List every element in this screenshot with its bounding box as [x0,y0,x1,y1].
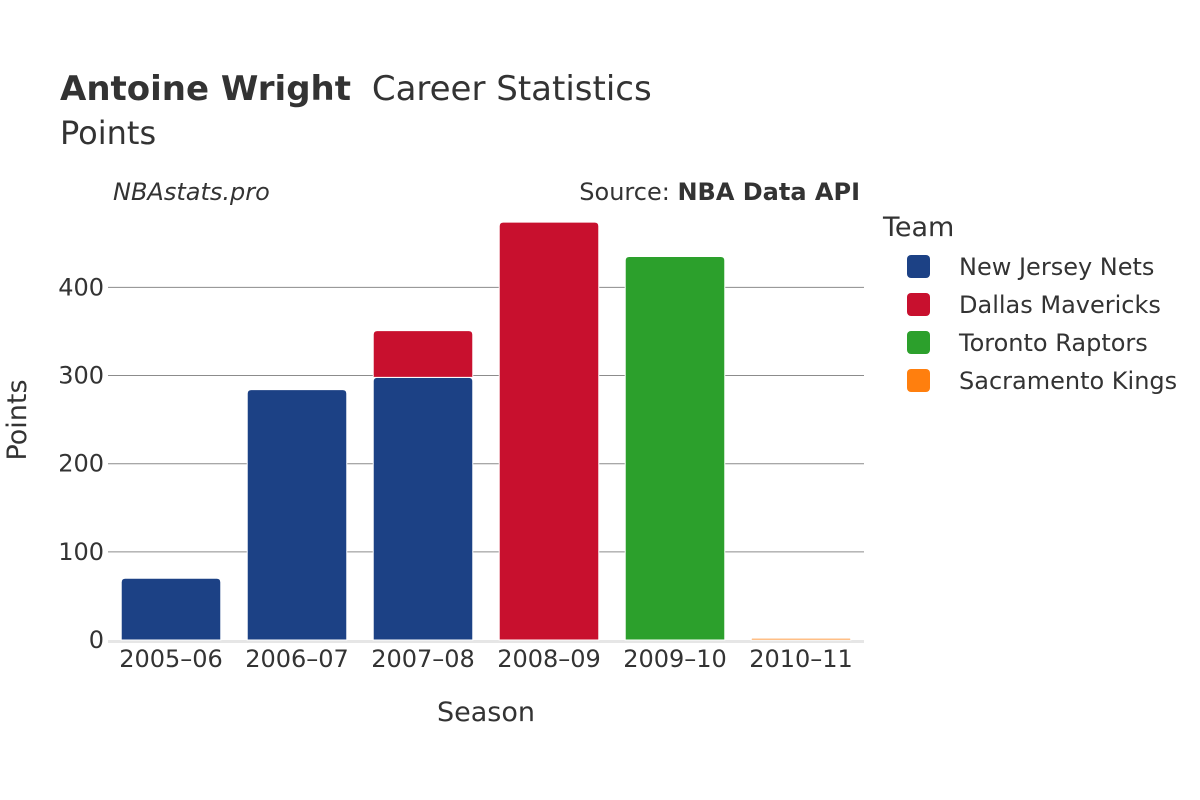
legend-label: New Jersey Nets [959,253,1154,281]
bar-sacramento-kings-2010–11 [750,637,852,641]
x-tick-label: 2006–07 [245,645,349,673]
y-axis-title: Points [2,379,33,460]
chart-subtitle: Points [60,114,156,152]
gridlines [108,286,864,643]
legend-swatch [907,255,930,278]
chart-title: Antoine Wright Career Statistics [60,69,652,109]
source-prefix: Source: [579,178,677,206]
legend-swatch [907,331,930,354]
legend-swatch [907,369,930,392]
bar-new-jersey-nets-2007–08 [372,376,474,641]
y-tick-label: 100 [58,538,104,566]
watermark: NBAstats.pro [113,178,270,206]
legend-title: Team [882,212,954,243]
bar-toronto-raptors-2009–10 [624,256,726,641]
x-tick-label: 2005–06 [119,645,223,673]
legend-label: Sacramento Kings [959,367,1177,395]
bar-dallas-mavericks-2008–09 [498,221,600,641]
x-tick-label: 2009–10 [623,645,727,673]
legend-item[interactable]: Toronto Raptors [907,329,1148,357]
chart-title-rest: Career Statistics [372,69,652,109]
x-axis-ticks: 2005–06 2006–07 2007–08 2008–09 2009–10 2010–… [119,645,853,673]
legend: New Jersey Nets Dallas Mavericks Toronto R… [907,253,1177,395]
x-tick-label: 2007–08 [371,645,475,673]
y-tick-label: 400 [58,273,104,301]
x-axis-title: Season [437,697,535,728]
y-tick-label: 0 [89,626,104,654]
chart-title-player: Antoine Wright [60,69,351,109]
y-tick-label: 300 [58,362,104,390]
bar-new-jersey-nets-2006–07 [246,389,348,641]
bar-dallas-mavericks-2007–08 [372,330,474,378]
x-tick-label: 2010–11 [749,645,853,673]
y-tick-label: 200 [58,450,104,478]
legend-label: Dallas Mavericks [959,291,1161,319]
legend-item[interactable]: Dallas Mavericks [907,291,1161,319]
bar-new-jersey-nets-2005–06 [120,577,222,641]
legend-item[interactable]: Sacramento Kings [907,367,1177,395]
x-tick-label: 2008–09 [497,645,601,673]
y-axis-ticks: 0 100 200 300 400 [58,273,104,654]
legend-label: Toronto Raptors [958,329,1148,357]
source-name: NBA Data API [677,178,860,206]
legend-swatch [907,293,930,316]
legend-item[interactable]: New Jersey Nets [907,253,1154,281]
bars-layer [120,221,852,641]
source-credit: Source: NBA Data API [579,178,860,206]
